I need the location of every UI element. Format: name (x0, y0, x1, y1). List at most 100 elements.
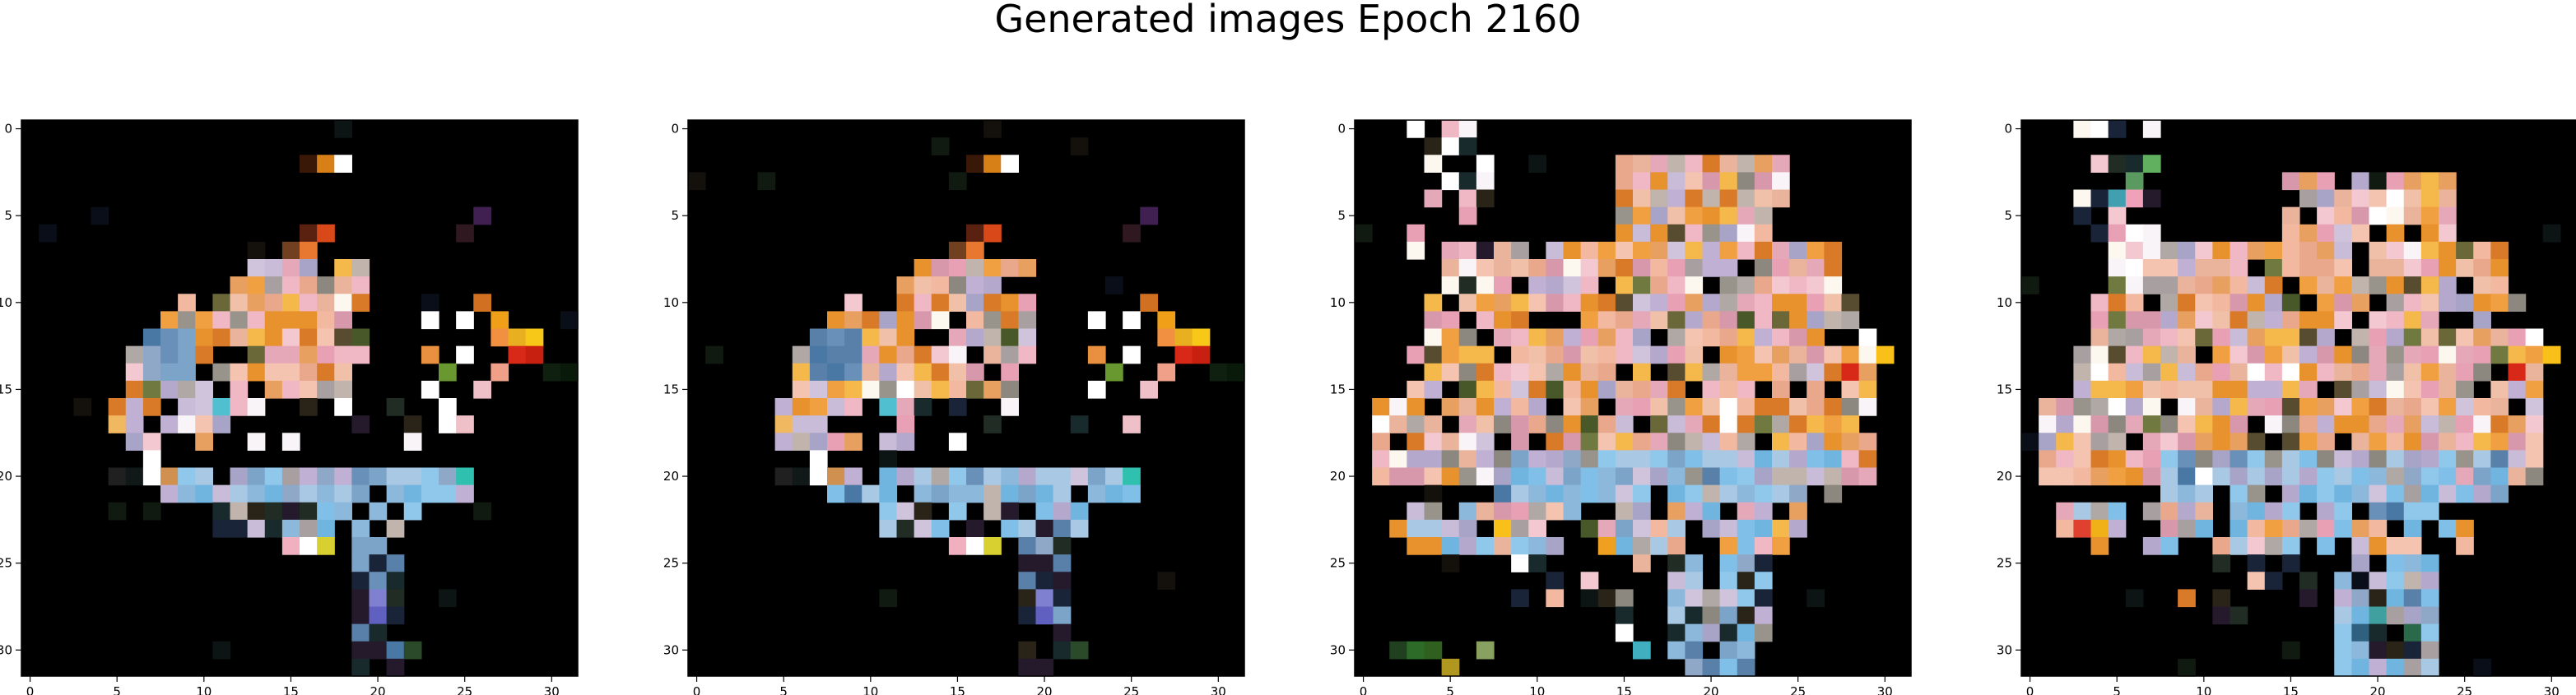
pixel-cell (1616, 607, 1634, 625)
pixel-cell (2282, 207, 2300, 225)
pixel-cell (2526, 346, 2544, 364)
pixel-cell (1789, 346, 1807, 364)
pixel-cell (2369, 537, 2388, 555)
pixel-cell (1581, 520, 1599, 538)
pixel-cell (1372, 398, 1390, 416)
pixel-cell (1053, 554, 1072, 572)
pixel-cell (1407, 433, 1425, 451)
pixel-cell (1425, 537, 1443, 555)
pixel-cell (2195, 433, 2213, 451)
pixel-cell (1824, 294, 1842, 312)
pixel-cell (1001, 398, 1019, 416)
pixel-cell (1755, 207, 1773, 225)
pixel-cell (879, 381, 897, 399)
pixel-cell (230, 311, 249, 329)
pixel-cell (1511, 537, 1529, 555)
pixel-cell (1581, 433, 1599, 451)
pixel-cell (230, 503, 249, 521)
pixel-cell (827, 364, 845, 382)
pixel-cell (1053, 520, 1072, 538)
pixel-cell (1616, 589, 1634, 607)
pixel-cell (160, 311, 179, 329)
pixel-cell (2317, 242, 2335, 260)
pixel-cell (2526, 468, 2544, 486)
pixel-cell (949, 259, 967, 277)
pixel-cell (1511, 346, 1529, 364)
pixel-cell (1703, 190, 1721, 208)
pixel-cell (2091, 520, 2109, 538)
pixel-cell (300, 485, 318, 503)
pixel-cell (1755, 589, 1773, 607)
pixel-cell (195, 311, 213, 329)
x-tick-label: 10 (863, 684, 878, 695)
pixel-cell (1824, 259, 1842, 277)
pixel-cell (351, 607, 370, 625)
pixel-cell (143, 346, 161, 364)
pixel-cell (1633, 485, 1651, 503)
pixel-cell (1616, 276, 1634, 294)
pixel-cell (1598, 589, 1616, 607)
pixel-cell (334, 294, 352, 312)
pixel-cell (1703, 398, 1721, 416)
pixel-cell (1564, 242, 1582, 260)
pixel-cell (793, 346, 811, 364)
pixel-cell (1053, 642, 1072, 660)
pixel-cell (2109, 450, 2127, 468)
pixel-cell (2265, 450, 2283, 468)
pixel-cell (300, 346, 318, 364)
pixel-cell (1581, 415, 1599, 433)
pixel-cell (1459, 276, 1477, 294)
pixel-cell (1036, 589, 1054, 607)
pixel-cell (1772, 276, 1790, 294)
pixel-cell (1494, 276, 1512, 294)
pixel-cell (2387, 485, 2405, 503)
pixel-cell (109, 468, 127, 486)
pixel-cell (2387, 259, 2405, 277)
pixel-cell (1528, 503, 1546, 521)
pixel-cell (2091, 381, 2109, 399)
pixel-cell (2351, 554, 2369, 572)
pixel-cell (2421, 554, 2439, 572)
pixel-cell (2282, 294, 2300, 312)
pixel-cell (2282, 398, 2300, 416)
pixel-cell (212, 642, 230, 660)
pixel-cell (2195, 503, 2213, 521)
pixel-cell (2282, 381, 2300, 399)
pixel-cell (1755, 607, 1773, 625)
pixel-cell (1476, 537, 1495, 555)
pixel-cell (2230, 520, 2248, 538)
pixel-cell (2334, 259, 2352, 277)
pixel-cell (370, 642, 388, 660)
pixel-cell (1459, 259, 1477, 277)
pixel-cell (265, 503, 283, 521)
pixel-cell (351, 259, 370, 277)
pixel-cell (2073, 415, 2091, 433)
pixel-cell (1476, 242, 1495, 260)
pixel-cell (1053, 485, 1072, 503)
pixel-cell (1667, 433, 1686, 451)
pixel-cell (2265, 276, 2283, 294)
pixel-cell (1053, 503, 1072, 521)
pixel-cell (1494, 450, 1512, 468)
pixel-cell (370, 537, 388, 555)
pixel-cell (2299, 415, 2318, 433)
pixel-cell (2248, 503, 2266, 521)
pixel-cell (456, 225, 474, 243)
pixel-cell (949, 485, 967, 503)
pixel-cell (282, 537, 300, 555)
pixel-cell (2387, 276, 2405, 294)
pixel-cell (2439, 450, 2457, 468)
pixel-cell (1703, 485, 1721, 503)
pixel-cell (1685, 207, 1703, 225)
x-tick-label: 0 (26, 684, 35, 695)
pixel-cell (300, 276, 318, 294)
pixel-cell (1528, 485, 1546, 503)
pixel-cell (1755, 537, 1773, 555)
pixel-cell (1528, 415, 1546, 433)
pixel-cell (2143, 433, 2161, 451)
pixel-cell (2126, 450, 2144, 468)
pixel-cell (1476, 294, 1495, 312)
pixel-cell (1494, 364, 1512, 382)
pixel-cell (2351, 225, 2369, 243)
pixel-cell (2404, 607, 2422, 625)
